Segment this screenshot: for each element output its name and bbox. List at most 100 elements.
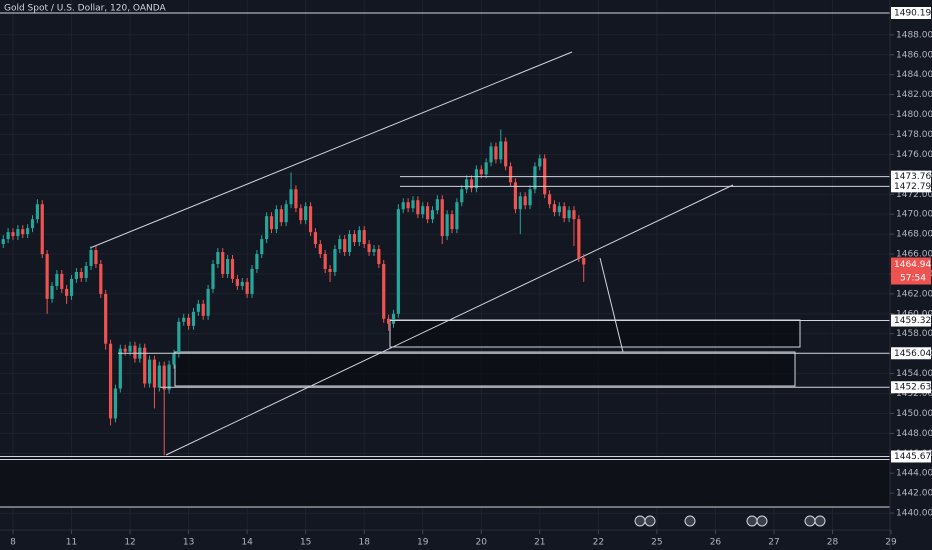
level-label: 1445.679 [894, 452, 932, 462]
candle-body [479, 169, 483, 175]
candle-body [84, 265, 88, 278]
candle-body [323, 254, 327, 269]
event-icon[interactable] [634, 515, 646, 527]
chart-title: Gold Spot / U.S. Dollar, 120, OANDA [4, 4, 167, 14]
candle-body [557, 206, 561, 213]
candle-body [377, 249, 381, 265]
candle-body [401, 202, 405, 210]
y-tick-label: 1484.000 [896, 70, 932, 80]
candle-body [547, 194, 552, 205]
event-icon[interactable] [756, 515, 768, 527]
candle-body [562, 206, 566, 219]
candle-body [572, 210, 576, 220]
y-tick-label: 1442.000 [896, 489, 932, 499]
candle-body [26, 228, 30, 235]
candle-body [304, 206, 308, 221]
level-label-box [891, 314, 931, 327]
candle-body [172, 353, 176, 365]
y-tick-label: 1468.000 [896, 230, 932, 240]
candle-body [518, 196, 522, 210]
y-tick-label: 1486.000 [896, 50, 932, 60]
candle-body [289, 189, 293, 205]
level-label-box [891, 381, 931, 394]
candle-body [45, 254, 49, 299]
candle-body [504, 141, 508, 167]
candle-body [60, 273, 64, 289]
candle-body [147, 359, 152, 384]
x-tick-label: 28 [827, 538, 839, 548]
candle-body [328, 268, 332, 272]
candle-body [499, 141, 503, 160]
candle-body [221, 252, 225, 274]
candle-body [508, 166, 513, 183]
candle-body [240, 281, 244, 286]
zone-box [174, 351, 796, 387]
last-price-box [891, 257, 931, 272]
candle-body [113, 388, 118, 419]
level-label-box [891, 450, 931, 463]
candle-body [40, 204, 44, 255]
candle-body [382, 264, 386, 319]
y-tick-label: 1454.000 [896, 369, 932, 379]
level-label: 1473.767 [894, 172, 932, 182]
level-label: 1459.327 [894, 316, 932, 326]
candle-body [250, 268, 254, 294]
candle-body [489, 146, 493, 163]
candle-body [440, 199, 444, 237]
projection-line [599, 257, 624, 353]
candle-body [187, 317, 191, 326]
candle-body [474, 169, 478, 189]
candle-body [6, 232, 10, 240]
candle-body [191, 311, 196, 326]
candle-body [16, 229, 20, 237]
event-icon[interactable] [804, 515, 816, 527]
candle-body [74, 271, 79, 279]
candle-body [421, 206, 425, 215]
candle-body [484, 162, 488, 175]
shaded-band [0, 458, 890, 507]
candle-body [201, 303, 205, 316]
candle-body [455, 202, 459, 230]
event-icon[interactable] [814, 515, 826, 527]
candle-body [362, 230, 366, 245]
event-icon[interactable] [644, 515, 656, 527]
candle-body [265, 216, 269, 240]
event-icon[interactable] [684, 515, 696, 527]
x-tick-label: 12 [124, 538, 135, 548]
candle-body [21, 229, 25, 235]
candle-body [35, 204, 39, 220]
candle-body [143, 347, 147, 384]
level-label: 1472.797 [894, 182, 932, 192]
level-label-box [891, 347, 931, 360]
candle-body [538, 158, 542, 167]
candle-body [196, 303, 200, 312]
candle-body [416, 200, 420, 215]
y-tick-label: 1472.000 [896, 190, 932, 200]
candle-body [69, 278, 74, 296]
candle-body [391, 313, 396, 324]
candle-body [11, 232, 15, 237]
candle-body [123, 348, 127, 352]
candle-body [318, 244, 322, 255]
y-tick-label: 1458.000 [896, 329, 932, 339]
x-tick-label: 19 [417, 538, 429, 548]
candle-body [269, 216, 274, 230]
countdown-box [891, 271, 931, 285]
candle-body [162, 365, 166, 390]
y-tick-label: 1488.000 [896, 30, 932, 40]
candle-body [157, 365, 161, 388]
countdown-label: 57:54 [900, 274, 926, 284]
y-tick-label: 1466.000 [896, 250, 932, 260]
candle-body [177, 321, 181, 354]
candle-body [30, 219, 35, 229]
candle-body [435, 199, 439, 211]
x-tick-label: 29 [885, 538, 897, 548]
candle-body [167, 364, 171, 390]
event-icon[interactable] [746, 515, 758, 527]
level-label: 1452.631 [894, 383, 932, 393]
candle-body [299, 208, 303, 221]
candle-body [552, 204, 557, 213]
candle-body [206, 288, 210, 316]
